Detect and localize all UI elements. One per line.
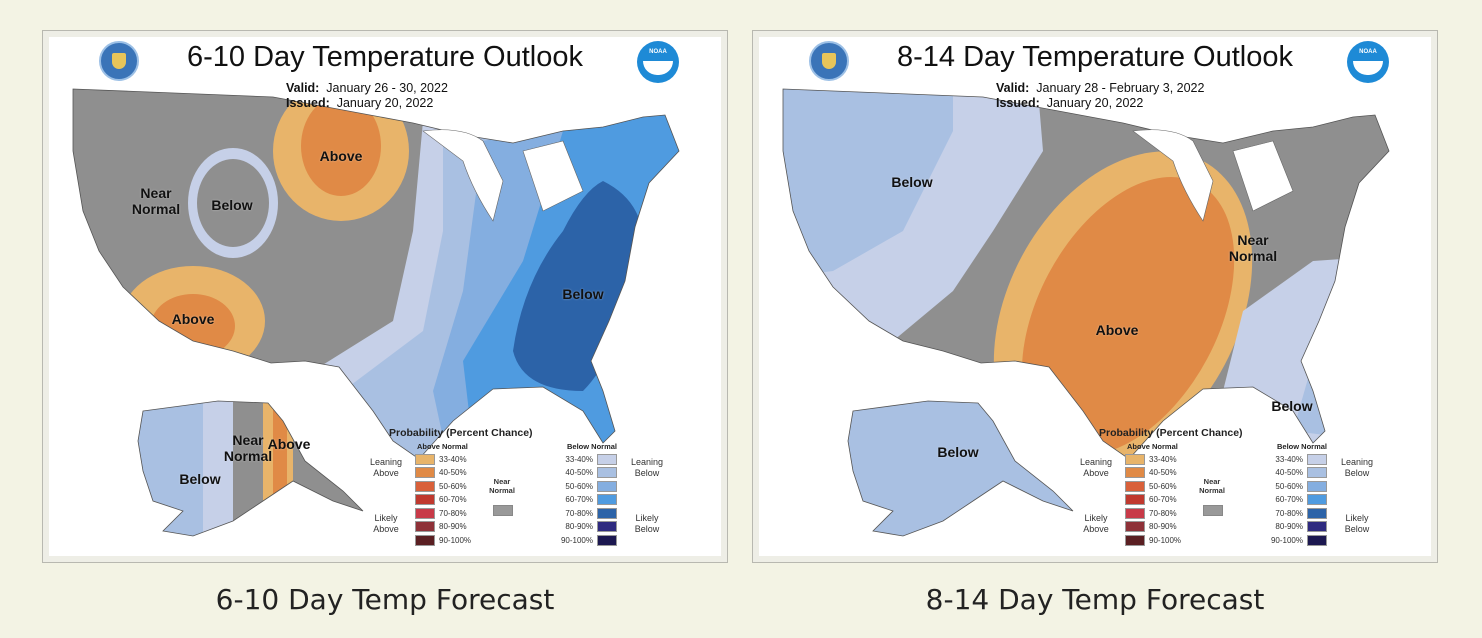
map-region-label: Above — [319, 148, 363, 164]
legend-below-90-100%: 90-100% — [547, 534, 617, 546]
probability-legend: Probability (Percent Chance) Above Norma… — [1079, 427, 1374, 546]
legend-below-50-60%: 50-60% — [547, 480, 617, 492]
valid-issued: Valid: January 26 - 30, 2022 Issued: Jan… — [286, 81, 448, 110]
map-title: 6-10 Day Temperature Outlook — [186, 41, 583, 73]
map-region-label: Near Normal — [223, 432, 273, 464]
legend-above-90-100%: 90-100% — [415, 534, 471, 546]
map-region-label: Below — [1271, 398, 1313, 414]
valid-issued: Valid: January 28 - February 3, 2022 Iss… — [996, 81, 1205, 110]
map-region-label: Above — [1095, 322, 1139, 338]
legend-below-80-90%: 80-90% — [547, 521, 617, 533]
legend-below-90-100%: 90-100% — [1257, 534, 1327, 546]
legend-below-50-60%: 50-60% — [1257, 480, 1327, 492]
near-normal-swatch — [1203, 505, 1223, 516]
legend-below-60-70%: 60-70% — [1257, 494, 1327, 506]
outlook-6-10-image[interactable]: NOAA 6-10 Day Temperature Outlook Valid:… — [42, 30, 728, 563]
map-region-label: Below — [211, 197, 253, 213]
legend-above-40-50%: 40-50% — [415, 467, 467, 479]
map-region-label: Below — [179, 471, 221, 487]
us-temperature-map — [72, 88, 680, 537]
legend-above-40-50%: 40-50% — [1125, 467, 1177, 479]
legend-above-60-70%: 60-70% — [415, 494, 467, 506]
legend-below-70-80%: 70-80% — [547, 507, 617, 519]
legend-above-50-60%: 50-60% — [1125, 480, 1177, 492]
noaa-logo: NOAA — [1347, 41, 1389, 83]
legend-above-50-60%: 50-60% — [415, 480, 467, 492]
map-region-label: Above — [171, 311, 215, 327]
map-region-label: Near Normal — [1228, 232, 1278, 264]
alaska-map — [848, 401, 1073, 536]
doc-seal-logo — [809, 41, 849, 81]
legend-below-40-50%: 40-50% — [547, 467, 617, 479]
map-region-label: Below — [562, 286, 604, 302]
legend-above-70-80%: 70-80% — [1125, 507, 1177, 519]
doc-seal-logo — [99, 41, 139, 81]
legend-above-80-90%: 80-90% — [1125, 521, 1177, 533]
legend-above-70-80%: 70-80% — [415, 507, 467, 519]
legend-below-40-50%: 40-50% — [1257, 467, 1327, 479]
probability-legend: Probability (Percent Chance) Above Norma… — [369, 427, 664, 546]
map-region-label: Below — [937, 444, 979, 460]
legend-below-70-80%: 70-80% — [1257, 507, 1327, 519]
outlook-8-14-image[interactable]: NOAA 8-14 Day Temperature Outlook Valid:… — [752, 30, 1438, 563]
caption-6-10[interactable]: 6-10 Day Temp Forecast — [215, 583, 555, 616]
legend-above-33-40%: 33-40% — [415, 453, 467, 465]
noaa-logo: NOAA — [637, 41, 679, 83]
map-title: 8-14 Day Temperature Outlook — [896, 41, 1293, 73]
legend-above-90-100%: 90-100% — [1125, 534, 1181, 546]
near-normal-swatch — [493, 505, 513, 516]
legend-below-33-40%: 33-40% — [1257, 453, 1327, 465]
us-temperature-map — [782, 88, 1390, 537]
caption-8-14[interactable]: 8-14 Day Temp Forecast — [925, 583, 1265, 616]
map-region-label: Above — [267, 436, 311, 452]
map-region-label: Below — [891, 174, 933, 190]
legend-below-33-40%: 33-40% — [547, 453, 617, 465]
legend-above-33-40%: 33-40% — [1125, 453, 1177, 465]
legend-above-60-70%: 60-70% — [1125, 494, 1177, 506]
legend-below-60-70%: 60-70% — [547, 494, 617, 506]
map-region-label: Near Normal — [131, 185, 181, 217]
alaska-map — [138, 401, 363, 536]
legend-above-80-90%: 80-90% — [415, 521, 467, 533]
legend-below-80-90%: 80-90% — [1257, 521, 1327, 533]
